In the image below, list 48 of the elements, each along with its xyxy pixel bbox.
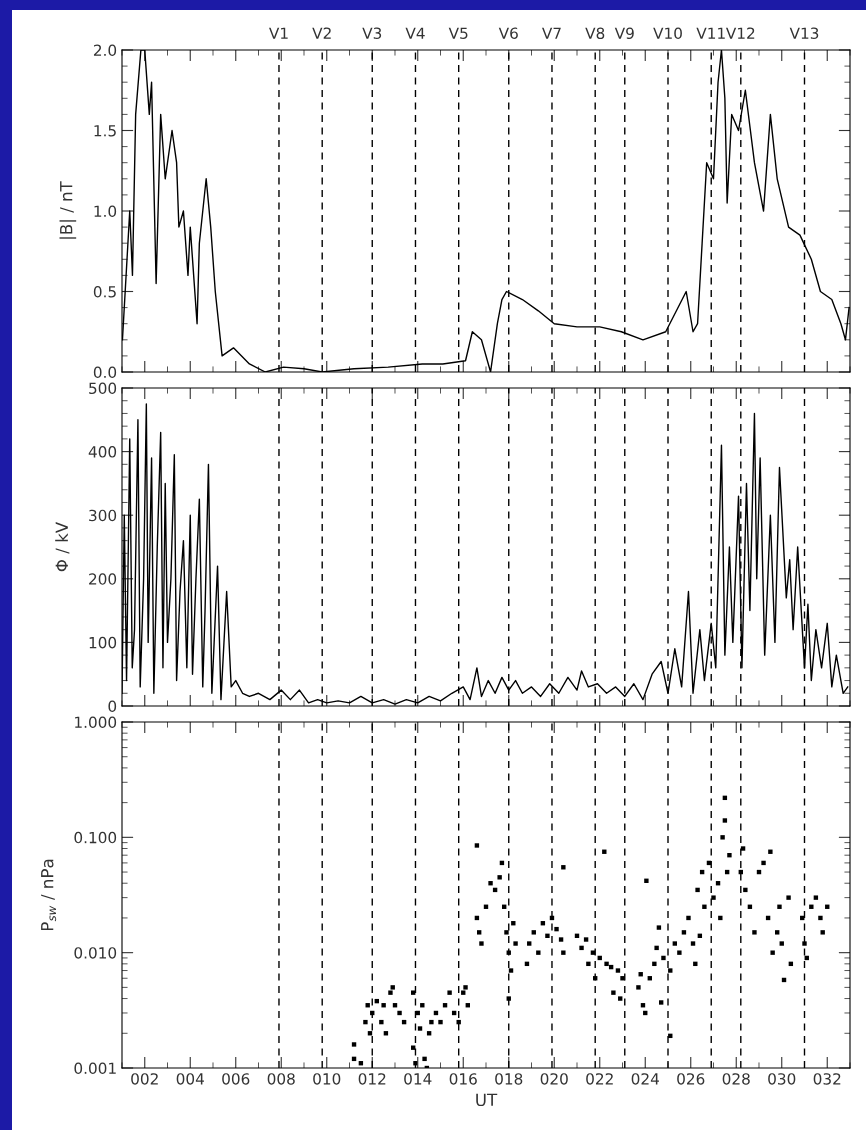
ref-line-label: V2: [312, 27, 331, 39]
x-tick-label: 010: [313, 1073, 341, 1085]
x-tick-label: 024: [631, 1073, 659, 1085]
x-tick-label: 032: [813, 1073, 841, 1085]
x-tick-label: 026: [677, 1073, 705, 1085]
x-tick-label: 030: [768, 1073, 796, 1085]
y-tick-label: 0.5: [93, 285, 116, 298]
x-tick-label: 022: [586, 1073, 613, 1085]
ref-line-label: V4: [405, 27, 425, 39]
y-tick-label: 2.0: [93, 44, 117, 57]
ref-line-label: V8: [585, 27, 605, 39]
y-axis-title: |B| / nT: [59, 181, 77, 239]
ref-line-label: V3: [362, 27, 382, 39]
y-tick-label: 300: [89, 509, 117, 522]
y-tick-label: 0.100: [74, 831, 117, 844]
x-tick-label: 006: [222, 1073, 250, 1085]
y-tick-label: 400: [88, 446, 117, 458]
ref-line-label: V13: [789, 27, 819, 39]
y-tick-label: 500: [89, 382, 117, 395]
ref-line-label: V11: [696, 27, 725, 39]
ref-line-label: V6: [498, 27, 518, 39]
x-axis-title: UT: [476, 1093, 498, 1107]
y-axis-title: Φ / kV: [55, 521, 70, 572]
x-tick-label: 012: [358, 1073, 386, 1085]
ref-line-label: V12: [725, 27, 755, 39]
x-tick-label: 016: [449, 1073, 477, 1085]
x-tick-label: 008: [267, 1073, 295, 1085]
ref-line-label: V10: [653, 27, 682, 39]
y-tick-label: 100: [89, 636, 117, 649]
y-tick-label: 200: [89, 573, 117, 585]
x-tick-label: 018: [495, 1073, 523, 1085]
y-tick-label: 0.001: [74, 1062, 116, 1075]
x-tick-label: 004: [176, 1073, 204, 1085]
ref-line-label: V7: [542, 27, 561, 39]
x-tick-label: 014: [404, 1073, 432, 1085]
x-tick-label: 028: [722, 1073, 750, 1085]
y-tick-label: 0.0: [93, 366, 117, 379]
ref-line-label: V9: [614, 27, 634, 39]
ref-line-label: V1: [269, 27, 288, 39]
x-tick-label: 002: [131, 1073, 158, 1085]
y-axis-title: P$_{sw}$ / nPa: [41, 859, 57, 931]
y-tick-label: 1.5: [94, 125, 116, 137]
y-tick-label: 0: [108, 700, 117, 713]
y-tick-label: 1.000: [75, 716, 117, 729]
y-tick-label: 0.010: [74, 947, 117, 959]
y-tick-label: 1.0: [94, 205, 117, 218]
x-tick-label: 020: [540, 1073, 568, 1085]
ref-line-label: V5: [448, 27, 468, 39]
